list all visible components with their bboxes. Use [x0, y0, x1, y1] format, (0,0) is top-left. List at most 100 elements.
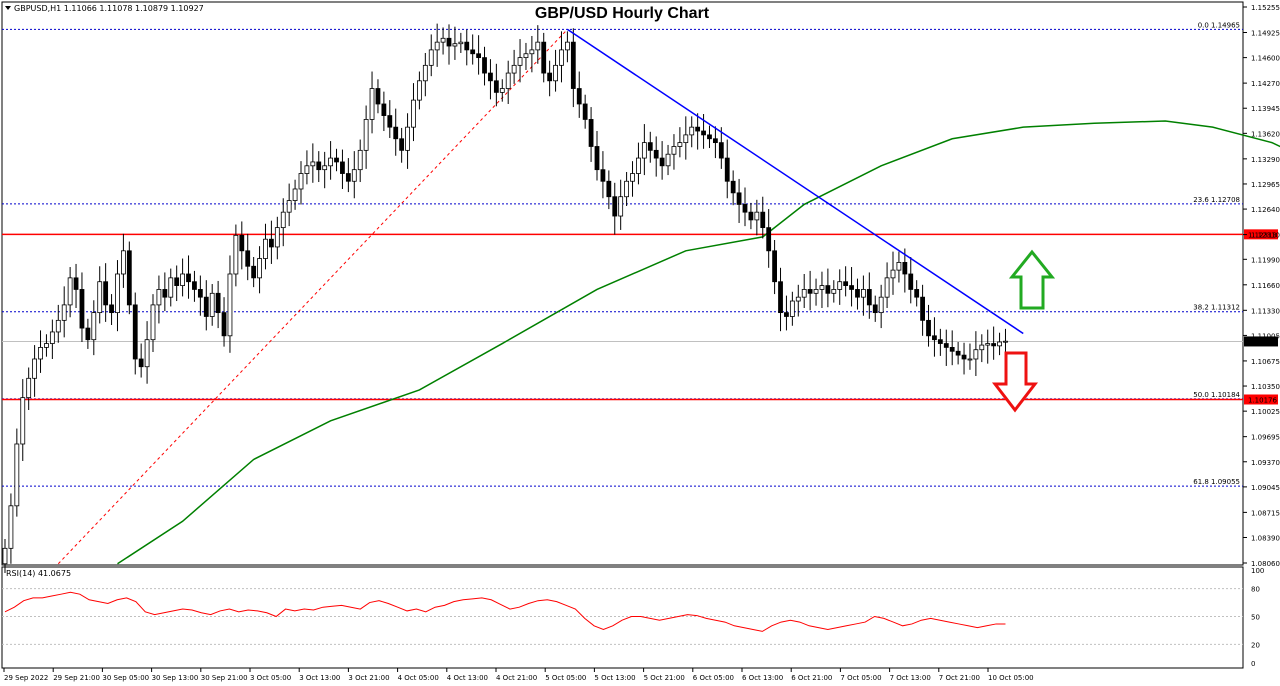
price-tick-label: 1.13290	[1251, 156, 1280, 164]
candle-body	[511, 64, 517, 74]
candle-body	[411, 99, 416, 128]
candle-body	[233, 234, 239, 275]
candle-body	[85, 327, 91, 341]
time-axis: 29 Sep 2022 29 Sep 21:00 30 Sep 05:00 30 Se…	[3, 668, 1034, 682]
candle-body	[32, 358, 37, 379]
candle-body	[375, 88, 381, 105]
symbol-info: GBPUSD,H1 1.11066 1.11078 1.10879 1.1092…	[14, 4, 204, 13]
time-tick-label: 4 Oct 05:00	[398, 674, 439, 682]
candle-body	[239, 234, 245, 252]
candle-body	[565, 41, 570, 51]
candle-body	[446, 37, 452, 47]
candle-body	[606, 180, 612, 198]
candle-body	[257, 258, 262, 279]
candle-body	[748, 211, 754, 221]
candle-body	[464, 41, 470, 51]
time-tick-label: 6 Oct 21:00	[791, 674, 832, 682]
candle-body	[79, 289, 85, 329]
candle-body	[369, 88, 375, 120]
rsi-indicator: 100 80 50 20 0	[2, 567, 1264, 668]
candle-body	[245, 250, 251, 267]
price-label-text: 1.10176	[1248, 396, 1277, 404]
candle-body	[843, 281, 849, 286]
candle-body	[138, 358, 144, 368]
price-label-box	[1244, 336, 1278, 347]
candle-body	[760, 211, 766, 229]
time-tick-label: 5 Oct 21:00	[644, 674, 685, 682]
price-tick-label: 1.12965	[1251, 181, 1280, 189]
candle-body	[428, 49, 434, 66]
candle-body	[855, 289, 860, 298]
time-tick-label: 30 Sep 21:00	[201, 674, 248, 682]
candle-body	[701, 130, 706, 136]
candle-body	[641, 142, 647, 159]
candle-body	[14, 443, 20, 507]
candle-body	[600, 169, 606, 182]
candle-body	[482, 57, 487, 74]
candle-body	[393, 126, 399, 140]
time-tick-label: 10 Oct 05:00	[988, 674, 1034, 682]
candle-body	[280, 211, 286, 229]
time-tick-label: 7 Oct 21:00	[939, 674, 980, 682]
price-tick-label: 1.14925	[1251, 30, 1280, 38]
candle-body	[180, 273, 186, 286]
candle-body	[943, 343, 949, 348]
candle-body	[168, 277, 174, 298]
candle-body	[902, 261, 908, 275]
down-arrow-icon	[991, 351, 1039, 413]
symbol-dropdown-icon[interactable]	[5, 6, 11, 10]
candle-body	[961, 354, 967, 360]
candle-body	[529, 49, 535, 55]
time-tick-label: 7 Oct 05:00	[840, 674, 881, 682]
candle-body	[997, 341, 1002, 347]
candle-body	[801, 289, 807, 298]
candle-body	[908, 273, 914, 290]
candle-body	[695, 126, 701, 132]
candle-body	[292, 188, 298, 201]
candle-body	[730, 180, 736, 194]
rsi-panel-frame	[1, 566, 1244, 669]
price-tick-label: 1.11990	[1251, 256, 1280, 264]
candle-body	[866, 289, 872, 306]
rsi-tick-label: 20	[1251, 641, 1260, 649]
candle-body	[630, 173, 635, 182]
candle-body	[985, 343, 991, 346]
candle-body	[97, 281, 103, 314]
candle-body	[659, 157, 665, 167]
candle-body	[689, 126, 695, 136]
candle-body	[61, 304, 67, 321]
fib-level-label: 0.0 1.14965	[1198, 21, 1240, 29]
candle-body	[896, 261, 902, 271]
candle-body	[789, 300, 795, 317]
price-tick-label: 1.08390	[1251, 534, 1280, 542]
price-label-text: 1.12313	[1248, 231, 1277, 239]
candle-body	[624, 180, 629, 198]
candle-body	[20, 397, 26, 445]
price-tick-label: 1.09370	[1251, 459, 1280, 467]
candle-body	[884, 277, 890, 298]
candle-body	[55, 319, 61, 333]
price-tick-label: 1.13945	[1251, 105, 1280, 113]
time-tick-label: 6 Oct 05:00	[693, 674, 734, 682]
time-tick-label: 29 Sep 2022	[4, 674, 48, 682]
candle-body	[298, 173, 304, 190]
candle-body	[967, 358, 973, 361]
candle-body	[570, 41, 576, 89]
candle-body	[807, 289, 813, 294]
rsi-line	[4, 591, 1006, 632]
candle-body	[795, 296, 801, 302]
price-tick-label: 1.14270	[1251, 80, 1280, 88]
candle-body	[115, 273, 120, 314]
moving-average-50	[117, 120, 1280, 565]
time-tick-label: 29 Sep 21:00	[53, 674, 100, 682]
candle-body	[251, 265, 257, 279]
candle-body	[73, 277, 79, 290]
candle-body	[227, 273, 233, 337]
candle-body	[488, 72, 493, 82]
candle-body	[203, 296, 209, 317]
candle-body	[535, 41, 541, 51]
time-tick-label: 5 Oct 13:00	[594, 674, 635, 682]
candle-body	[683, 134, 689, 144]
candle-body	[2, 547, 8, 565]
price-tick-label: 1.09695	[1251, 434, 1280, 442]
